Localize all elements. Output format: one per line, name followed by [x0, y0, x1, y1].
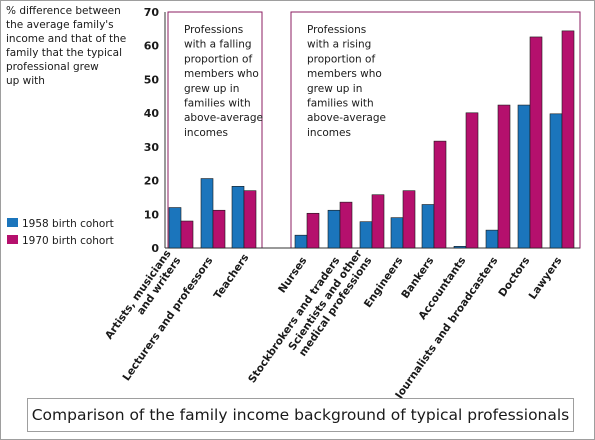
y-axis-label-line: income and that of the	[6, 33, 126, 45]
group-label-line: proportion of	[307, 53, 375, 65]
bar	[359, 221, 373, 249]
group-label-line: with a rising	[307, 39, 371, 51]
y-tick-label: 0	[151, 242, 159, 255]
bar	[231, 186, 245, 249]
bar	[402, 190, 416, 249]
group-label-line: members who	[184, 68, 259, 80]
y-axis-label-line: professional grew	[6, 61, 99, 73]
y-tick-label: 50	[144, 73, 160, 86]
y-tick-label: 30	[144, 141, 160, 154]
y-axis-label-line: up with	[6, 75, 45, 87]
bar	[485, 229, 499, 249]
group-label-line: members who	[307, 68, 382, 80]
y-tick-label: 40	[144, 107, 160, 120]
bar	[371, 194, 385, 249]
bar	[339, 201, 353, 249]
y-tick-label: 10	[144, 208, 160, 221]
bar	[465, 112, 479, 249]
bar	[561, 30, 575, 249]
x-tick-label: Artists, musiciansand writers	[103, 248, 183, 349]
x-tick-label: Nurses	[276, 255, 309, 296]
legend-swatch	[7, 235, 18, 244]
group-label-line: incomes	[307, 127, 351, 139]
legend-label: 1970 birth cohort	[22, 235, 114, 247]
group-label-line: Professions	[184, 24, 243, 36]
bar	[497, 104, 511, 249]
x-tick-label: Teachers	[212, 252, 252, 302]
bar	[294, 234, 308, 249]
bar	[200, 178, 214, 249]
bar	[180, 220, 194, 249]
y-axis-label-line: family that the typical	[6, 47, 122, 59]
group-label-line: incomes	[184, 127, 228, 139]
bar	[390, 217, 404, 249]
y-tick-label: 60	[144, 40, 160, 53]
bar	[327, 209, 341, 249]
bar	[529, 36, 543, 249]
bar	[168, 207, 182, 249]
bar	[306, 212, 320, 249]
y-axis-label-line: the average family's	[6, 19, 114, 31]
y-tick-label: 20	[144, 175, 160, 188]
bar	[243, 190, 257, 249]
group-label-line: families with	[184, 98, 251, 110]
group-label-line: above-average	[307, 112, 386, 124]
group-label-line: grew up in	[307, 83, 362, 95]
group-label-line: with a falling	[184, 39, 252, 51]
group-label-line: proportion of	[184, 53, 252, 65]
y-tick-label: 70	[144, 6, 160, 19]
bar	[453, 246, 467, 249]
bar	[421, 204, 435, 249]
legend-swatch	[7, 218, 18, 227]
bar	[433, 140, 447, 249]
group-label-line: above-average	[184, 112, 263, 124]
bar	[549, 113, 563, 249]
group-label-line: grew up in	[184, 83, 239, 95]
y-axis-label-line: % difference between	[6, 5, 121, 17]
group-label-line: families with	[307, 98, 374, 110]
bar	[212, 209, 226, 249]
bar	[517, 104, 531, 249]
chart-caption: Comparison of the family income backgrou…	[27, 398, 574, 432]
legend-label: 1958 birth cohort	[22, 218, 114, 230]
group-label-line: Professions	[307, 24, 366, 36]
